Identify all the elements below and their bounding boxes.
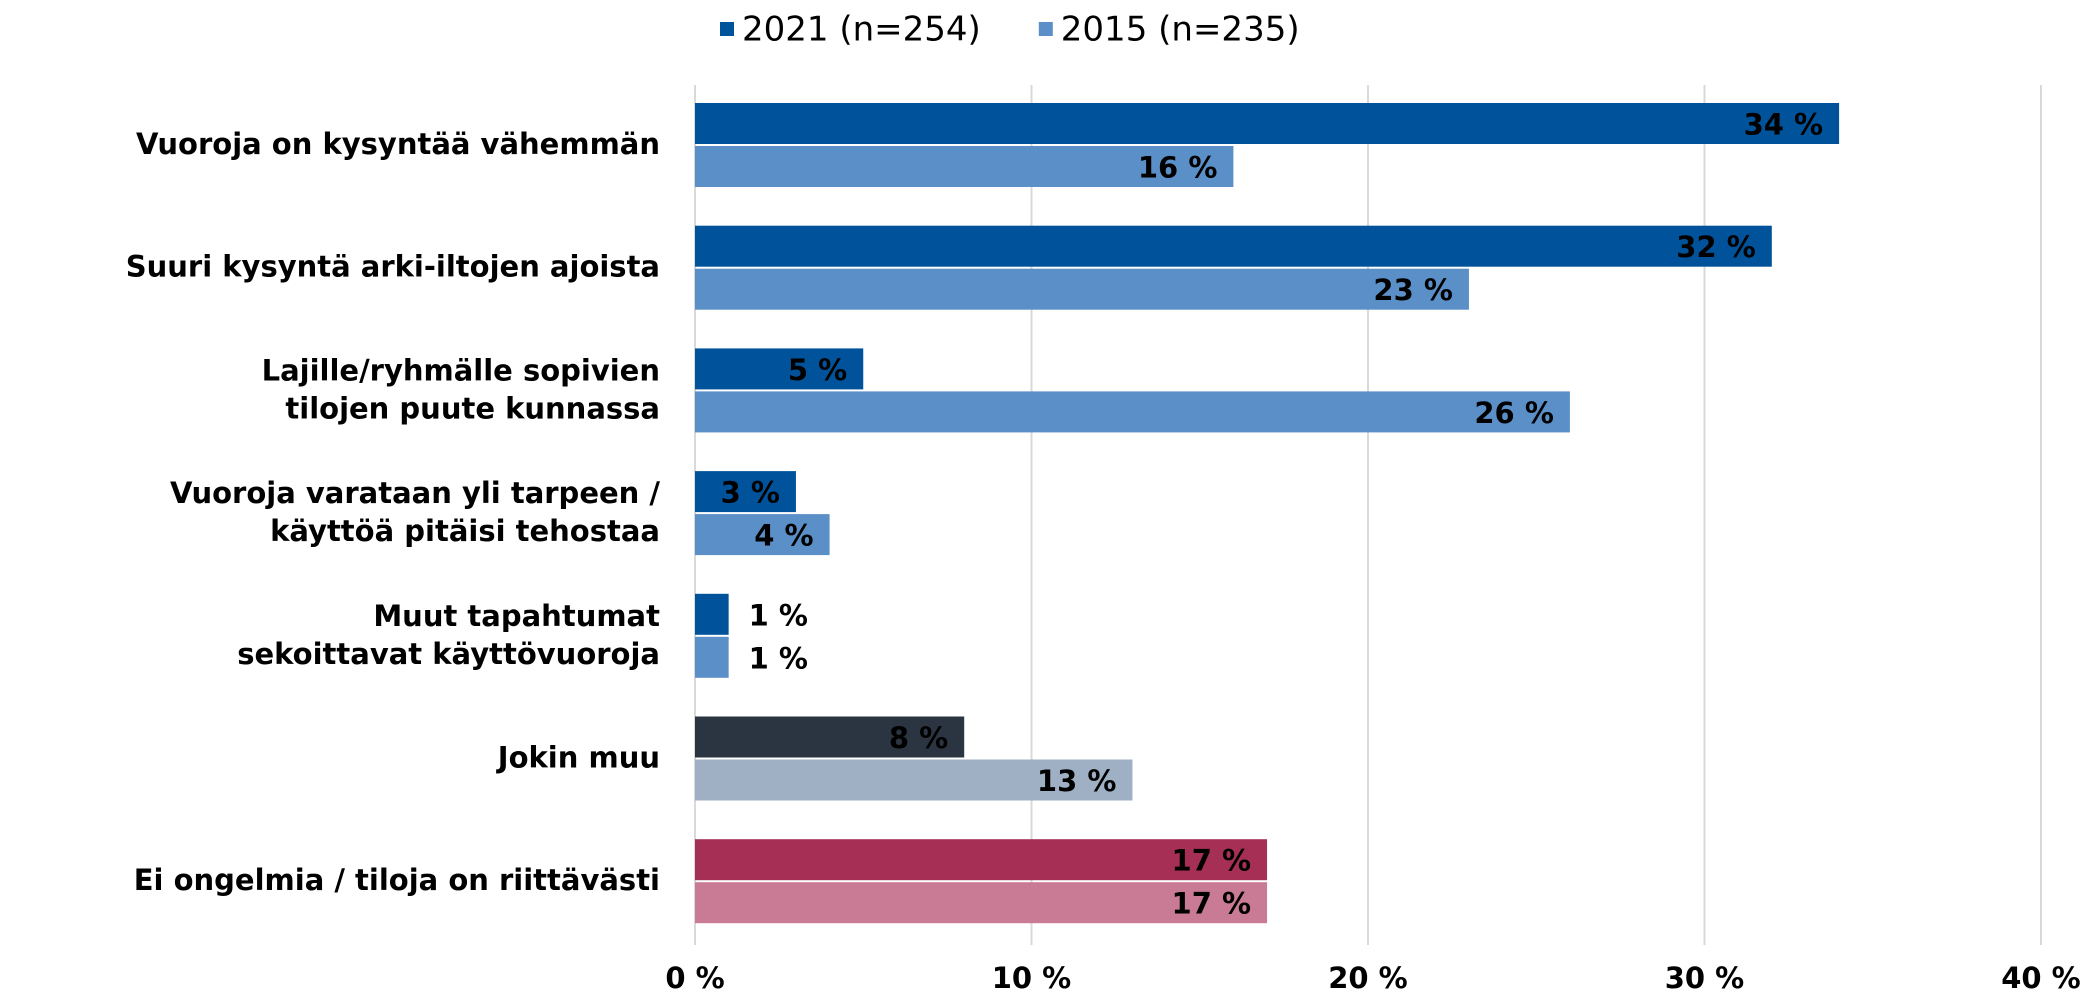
x-tick-label: 0 % [665,961,724,995]
category-label: Vuoroja varataan yli tarpeen / käyttöä pi… [170,476,660,548]
bar [695,391,1570,433]
bar [695,268,1469,310]
data-label: 5 % [788,353,847,387]
data-label: 23 % [1373,273,1453,307]
data-label: 17 % [1172,887,1252,921]
data-label: 1 % [749,641,808,675]
data-label: 4 % [754,519,813,553]
legend-label: 2021 (n=254) [742,10,981,50]
x-tick-label: 10 % [992,961,1072,995]
data-label: 13 % [1037,764,1117,798]
category-label: Lajille/ryhmälle sopivien tilojen puute k… [262,353,660,425]
legend-label: 2015 (n=235) [1061,10,1300,50]
data-label: 34 % [1744,108,1824,142]
bar [695,146,1234,187]
legend-swatch [1038,22,1053,36]
bar [695,716,965,758]
bar [695,593,729,635]
bar [695,839,1268,881]
x-tick-label: 30 % [1665,961,1745,995]
bar [695,103,1840,144]
bar [695,514,830,556]
data-label: 3 % [721,476,780,510]
data-label: 32 % [1676,230,1756,264]
data-label: 26 % [1474,396,1554,430]
data-label: 16 % [1138,151,1218,185]
data-label: 1 % [749,598,808,632]
data-label: 8 % [889,721,948,755]
bar [695,471,796,513]
data-label: 17 % [1172,844,1252,878]
legend-swatch [720,22,734,36]
bar [695,348,864,390]
category-label: Ei ongelmia / tiloja on riittävästi [134,863,660,897]
x-tick-label: 20 % [1328,961,1408,995]
category-label: Suuri kysyntä arki-iltojen ajoista [126,250,660,284]
bar [695,225,1772,267]
category-label: Vuoroja on kysyntää vähemmän [136,127,660,161]
category-label: Jokin muu [496,741,660,775]
x-tick-label: 40 % [2001,961,2081,995]
bar [695,882,1268,924]
bar [695,636,729,678]
bar [695,759,1133,801]
category-label: Muut tapahtumat sekoittavat käyttövuoroja [237,599,660,671]
